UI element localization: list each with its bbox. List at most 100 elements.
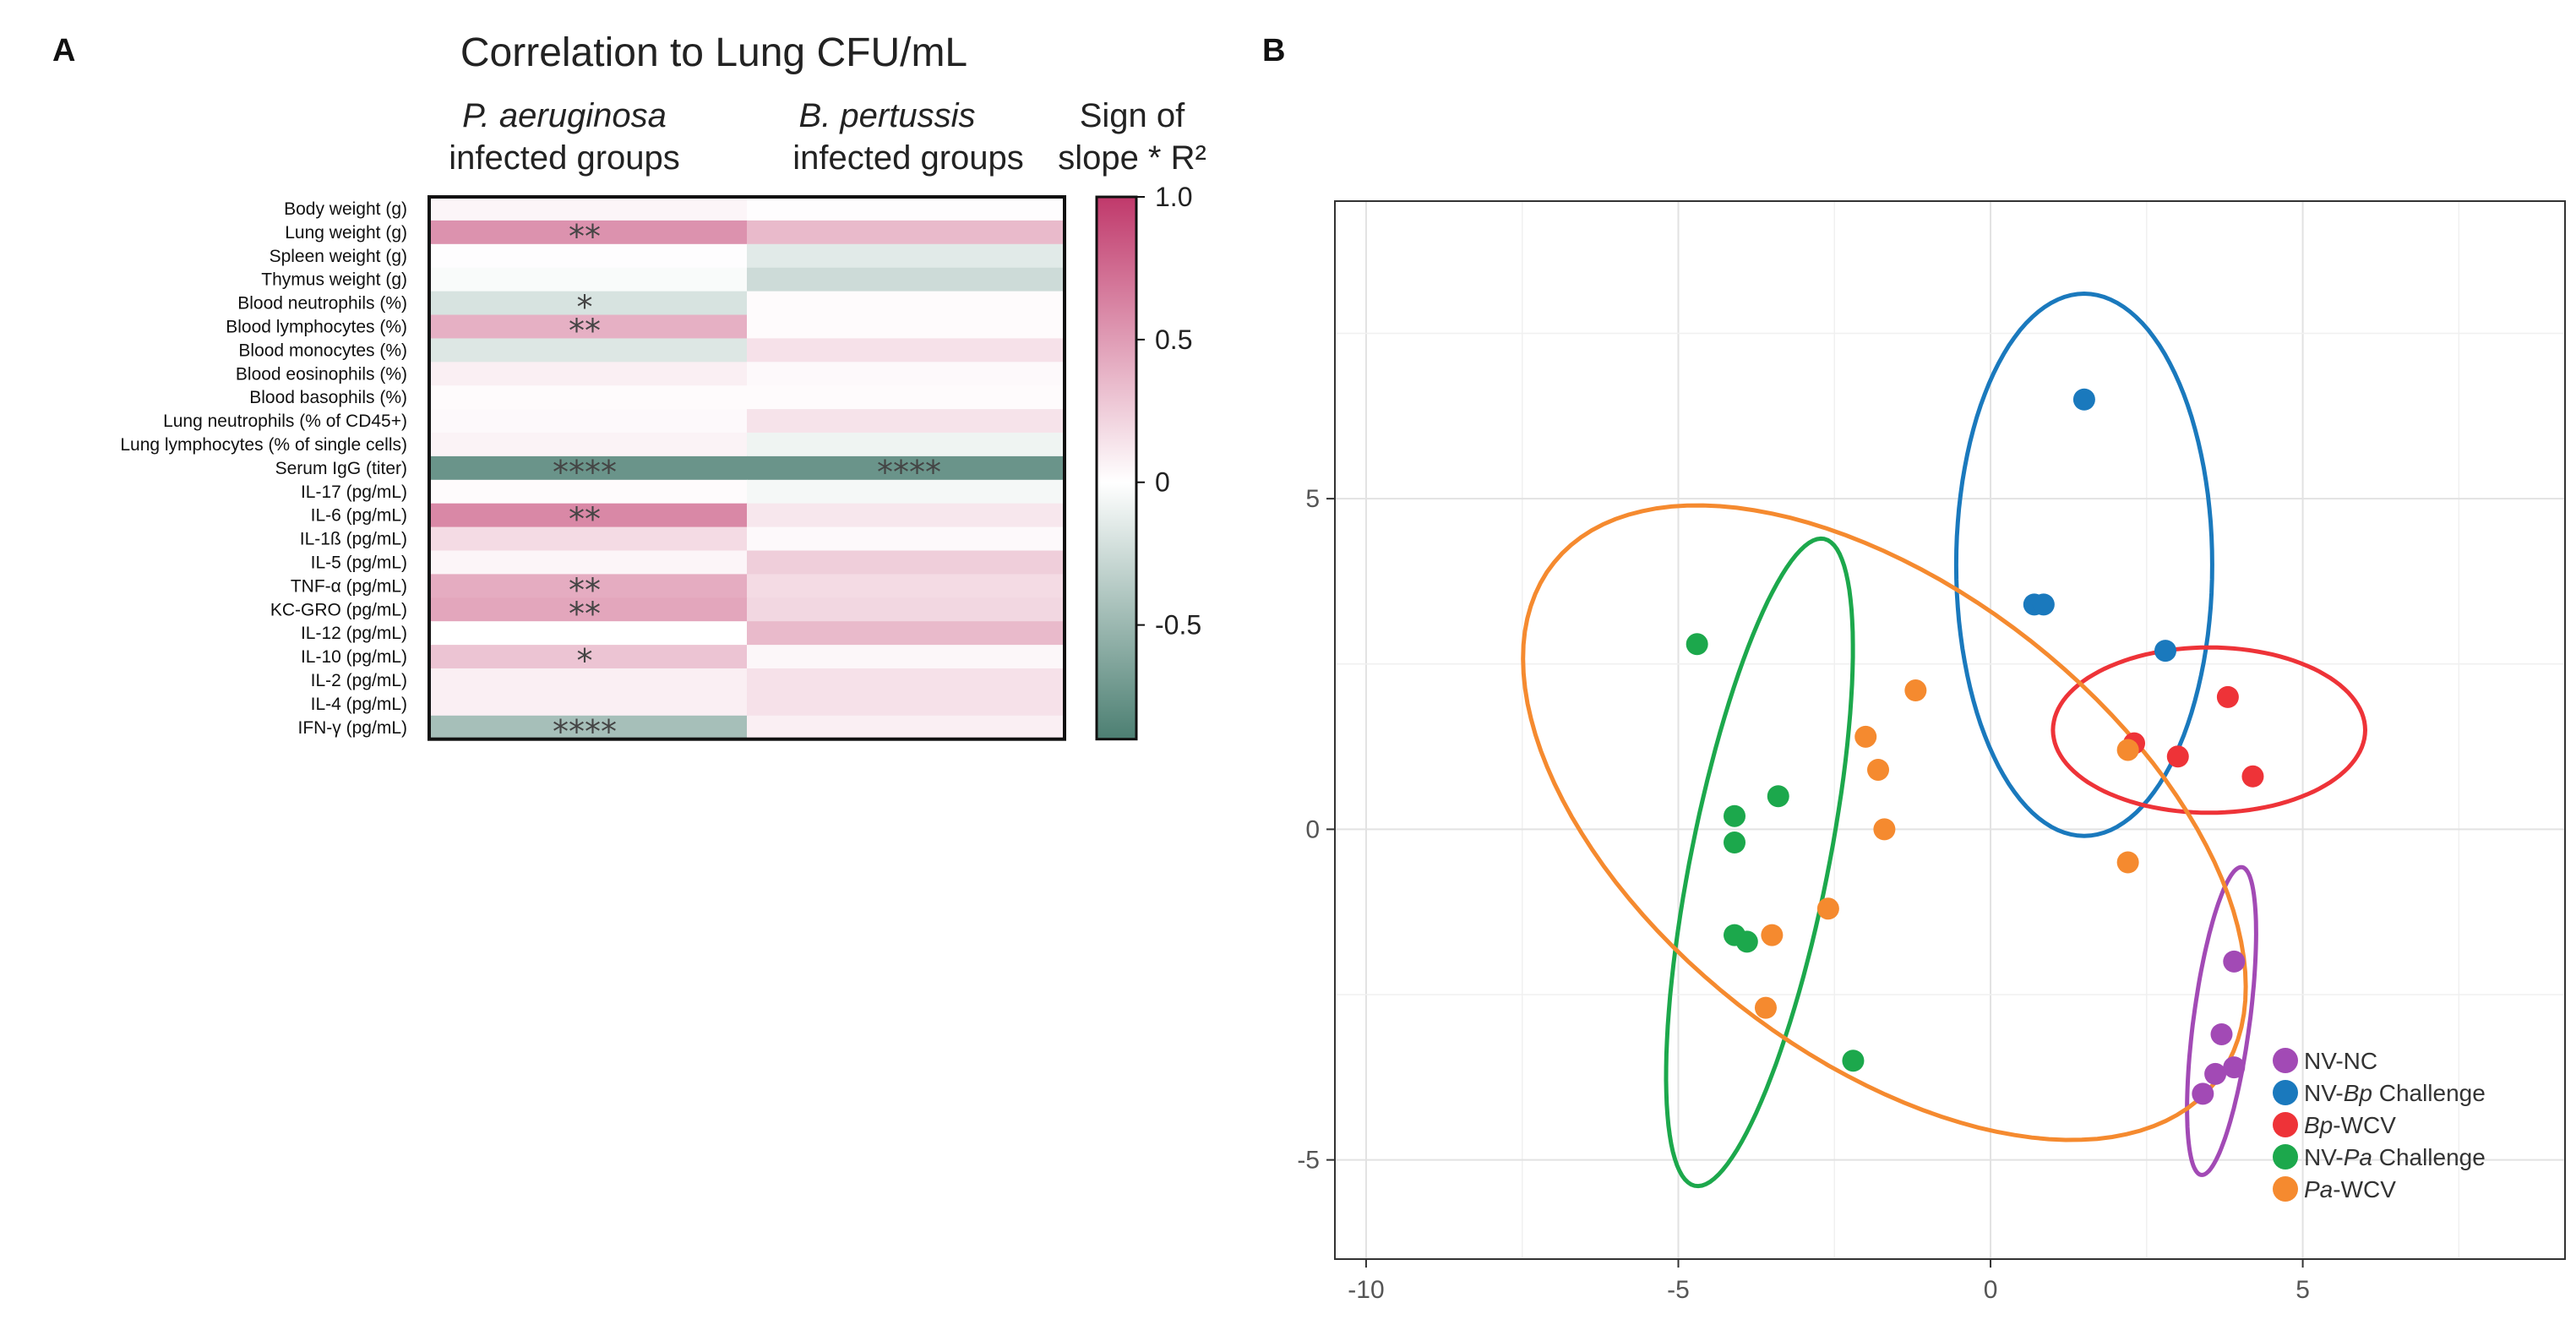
heatmap-cell (747, 362, 1065, 386)
heatmap-cell (429, 220, 748, 245)
data-point (2223, 950, 2246, 973)
x-axis-ticks: -10 -5 0 5 (1348, 1259, 2310, 1304)
data-point (2223, 1056, 2246, 1079)
data-point (1724, 804, 1746, 827)
heatmap-cell (429, 409, 748, 433)
row-label: Lung weight (g) (285, 223, 407, 243)
legend-label: NV-NC (2304, 1048, 2377, 1074)
heatmap-cell (747, 479, 1065, 504)
heatmap-cell (429, 197, 748, 221)
heatmap-cell (429, 338, 748, 363)
data-point (2241, 765, 2264, 788)
cluster-ellipse (1521, 503, 2248, 1142)
significance-stars: **** (553, 713, 617, 750)
data-point (1735, 930, 1758, 953)
cluster-ellipse (1953, 291, 2214, 838)
x-tick-label: 5 (2296, 1276, 2310, 1304)
column-header-bp: B. pertussis (799, 97, 976, 134)
legend-marker (2273, 1144, 2298, 1170)
heatmap-cell (429, 526, 748, 552)
legend-label: Pa-WCV (2304, 1176, 2396, 1202)
heatmap-cell (747, 668, 1065, 693)
heatmap-cell (429, 550, 748, 575)
data-point (1816, 897, 1839, 920)
y-axis-ticks: 5 0 -5 (1297, 485, 1335, 1175)
colorbar-tick-label: 0 (1155, 467, 1170, 498)
heatmap-cell (747, 691, 1065, 717)
row-label: KC-GRO (pg/mL) (270, 600, 407, 619)
row-label: IL-6 (pg/mL) (311, 506, 407, 526)
row-label: Blood monocytes (%) (238, 341, 407, 360)
cluster-ellipse (1664, 536, 1855, 1189)
heatmap-cell (747, 526, 1065, 552)
heatmap-cell (747, 574, 1065, 598)
colorbar-tick-label: 0.5 (1155, 324, 1192, 355)
heatmap-grid: Body weight (g)Lung weight (g) **Spleen w… (120, 197, 1065, 750)
cluster-ellipse (2185, 864, 2258, 1177)
data-point (1842, 1050, 1865, 1072)
legend-label: NV-Pa Challenge (2304, 1144, 2486, 1170)
heatmap-cell (429, 668, 748, 693)
legend-marker (2273, 1048, 2298, 1073)
heatmap-cell (429, 267, 748, 292)
data-point (2154, 640, 2176, 662)
heatmap-cell (429, 597, 748, 622)
heatmap-cell (429, 574, 748, 598)
row-label: Serum IgG (titer) (275, 459, 407, 478)
y-tick-label: 5 (1305, 485, 1320, 513)
heatmap-cell (747, 220, 1065, 245)
data-point (1754, 996, 1777, 1019)
row-label: IL-1ß (pg/mL) (300, 530, 407, 549)
row-label: Blood lymphocytes (%) (226, 317, 407, 336)
data-point (1761, 924, 1784, 946)
heatmap-cell (429, 691, 748, 717)
legend-label: Bp-WCV (2304, 1112, 2396, 1138)
heatmap-cell (747, 645, 1065, 669)
row-label: Blood eosinophils (%) (236, 364, 407, 384)
heatmap-cell (429, 385, 748, 410)
heatmap-cell (747, 503, 1065, 528)
row-label: IL-10 (pg/mL) (301, 647, 407, 667)
legend-marker (2273, 1176, 2298, 1202)
y-tick-label: 0 (1305, 815, 1320, 843)
heatmap-cell (429, 479, 748, 504)
heatmap-cell (747, 550, 1065, 575)
heatmap-cell (429, 362, 748, 386)
data-point (2192, 1082, 2214, 1105)
heatmap-cell (747, 433, 1065, 457)
scatter-plot-area (1335, 201, 2565, 1259)
heatmap-cell (429, 503, 748, 528)
heatmap-cell (429, 291, 748, 316)
heatmap-cell (747, 597, 1065, 622)
row-label: IL-17 (pg/mL) (301, 483, 407, 502)
row-label: IL-4 (pg/mL) (311, 695, 407, 714)
colorbar-tick-label: -0.5 (1155, 610, 1201, 641)
data-point (2204, 1062, 2227, 1085)
colorbar-tick-label: 1.0 (1155, 182, 1192, 212)
row-label: IL-12 (pg/mL) (301, 624, 407, 643)
row-label: Blood neutrophils (%) (237, 294, 407, 314)
column-header-bp-species: B. pertussis (799, 97, 976, 134)
data-point (2216, 685, 2239, 708)
column-header-bp-sub: infected groups (792, 139, 1024, 177)
data-point (1867, 758, 1890, 781)
row-label: TNF-α (pg/mL) (291, 576, 407, 596)
column-header-pa: P. aeruginosa (462, 97, 667, 134)
scatter-grid (1335, 201, 2565, 1259)
heatmap-border (428, 195, 1066, 741)
colorbar-label-line2: slope * R² (1058, 139, 1206, 177)
row-label: IL-5 (pg/mL) (311, 553, 407, 572)
data-point (2166, 745, 2189, 768)
panel-a-letter: A (52, 33, 75, 68)
row-label: Spleen weight (g) (270, 247, 407, 266)
colorbar (1095, 195, 1138, 741)
heatmap-cell (429, 433, 748, 457)
heatmap-cell (747, 621, 1065, 646)
cluster-ellipse (2050, 645, 2368, 815)
scatter-legend: NV-NC NV-Bp Challenge Bp-WCV NV-Pa Challeng… (2273, 1048, 2486, 1202)
scatter-plot-border (1334, 200, 2566, 1260)
data-point (1686, 633, 1708, 656)
panel-b-letter: B (1262, 33, 1285, 68)
heatmap-cell (747, 267, 1065, 292)
panel-a: A Correlation to Lung CFU/mL P. aerugino… (52, 30, 1206, 750)
